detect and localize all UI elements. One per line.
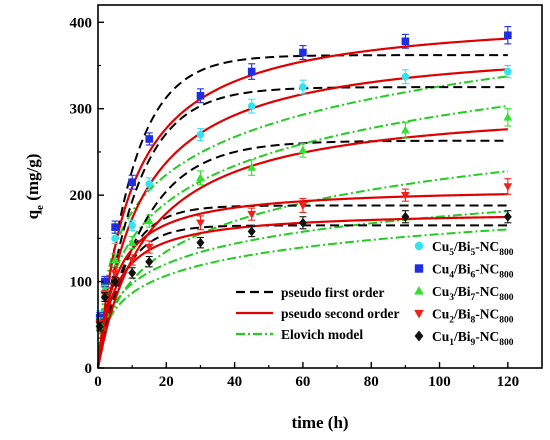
x-tick-label: 40 [227,374,242,390]
data-point-cu3bi7 [110,255,120,264]
data-point-cu1bi9 [247,226,256,237]
legend-label-cu3bi7: Cu3/Bi7-NC800 [432,284,514,303]
data-point-cu2bi8 [196,219,205,228]
data-points [95,26,513,332]
legend-marker-cu2bi8 [414,309,424,319]
legend-label-cu1bi9: Cu1/Bi9-NC800 [432,329,514,348]
y-axis-label-sub: e [34,205,46,210]
data-point-cu4bi6 [101,277,109,286]
legend-series: Cu5/Bi5-NC800 Cu4/Bi6-NC800 Cu3/Bi7-NC800 C… [414,239,514,348]
data-point-cu1bi9 [128,267,137,278]
data-point-cu5bi5 [196,130,205,139]
y-axis-label-base: q [23,209,42,219]
data-point-cu3bi7 [503,112,513,121]
x-tick-label: 0 [94,374,102,390]
data-point-cu5bi5 [145,180,154,188]
legend-marker-cu4bi6 [414,264,424,273]
data-point-cu2bi8 [127,256,137,265]
data-point-cu1bi9 [298,217,307,228]
data-point-cu2bi8 [110,269,120,278]
fit-curve-pso-cu4bi6 [96,37,508,369]
data-point-cu1bi9 [111,276,120,287]
data-point-cu5bi5 [111,234,119,243]
legend-label-cu4bi6: Cu4/Bi6-NC800 [432,262,514,281]
legend-label-pfo: pseudo first order [281,285,385,300]
data-point-cu4bi6 [196,91,205,100]
x-tick-label: 120 [497,374,520,390]
y-tick-label: 400 [70,15,93,31]
x-tick-label: 60 [295,374,310,390]
data-point-cu3bi7 [401,125,410,134]
x-tick-label: 80 [364,374,379,390]
data-point-cu4bi6 [111,223,119,231]
data-point-cu2bi8 [298,202,308,211]
x-tick-label: 20 [159,374,174,390]
y-axis-label: qe (mg/g) [23,154,46,220]
data-point-cu2bi8 [247,210,257,219]
axis-ticks: 0 20 40 60 80 100 120 0 100 200 300 400 [70,15,520,390]
x-tick-label: 100 [428,374,451,390]
data-point-cu5bi5 [401,72,410,81]
data-point-cu1bi9 [503,211,512,222]
fit-curve-pfo-cu4bi6 [97,54,508,369]
data-point-cu1bi9 [401,211,410,222]
y-tick-label: 300 [70,102,93,118]
plot-frame [97,4,543,369]
fit-curve-elovich-cu1bi9 [97,228,508,369]
x-axis-label: time (h) [291,413,348,432]
data-point-cu3bi7 [247,162,257,171]
y-tick-label: 100 [70,275,93,291]
fit-curve-elovich-cu3bi7 [97,170,508,369]
data-point-cu4bi6 [145,135,154,143]
data-point-cu3bi7 [196,173,205,182]
fit-curve-elovich-cu2bi8 [97,210,508,369]
data-point-cu2bi8 [401,191,410,200]
data-point-cu5bi5 [247,102,256,110]
legend-label-cu5bi5: Cu5/Bi5-NC800 [432,239,514,258]
y-tick-label: 200 [70,188,93,204]
data-point-cu5bi5 [504,67,512,76]
data-point-cu4bi6 [247,67,256,76]
data-point-cu5bi5 [128,221,136,230]
data-point-cu1bi9 [100,292,109,303]
y-axis-label-unit: (mg/g) [23,154,42,205]
data-point-cu4bi6 [299,48,307,57]
data-point-cu2bi8 [144,243,154,252]
legend-label-cu2bi8: Cu2/Bi8-NC800 [432,307,514,326]
legend-label-elovich: Elovich model [281,327,363,342]
data-point-cu5bi5 [299,83,307,91]
data-point-cu2bi8 [503,183,513,192]
data-point-cu3bi7 [127,238,137,246]
data-point-cu4bi6 [401,37,410,46]
y-tick-label: 0 [85,361,93,377]
data-point-cu3bi7 [298,145,308,154]
data-point-cu4bi6 [128,178,136,186]
data-point-cu4bi6 [504,31,512,40]
data-point-cu1bi9 [196,237,205,248]
legend-marker-cu5bi5 [414,241,424,251]
legend-fit-models: pseudo first order pseudo second order Elo… [236,285,400,342]
legend-marker-cu3bi7 [414,285,424,295]
legend-marker-cu1bi9 [414,330,424,342]
fit-curve-elovich-cu4bi6 [97,75,508,369]
data-point-cu1bi9 [145,256,154,267]
data-point-cu3bi7 [144,216,154,225]
legend-label-pso: pseudo second order [281,306,400,321]
